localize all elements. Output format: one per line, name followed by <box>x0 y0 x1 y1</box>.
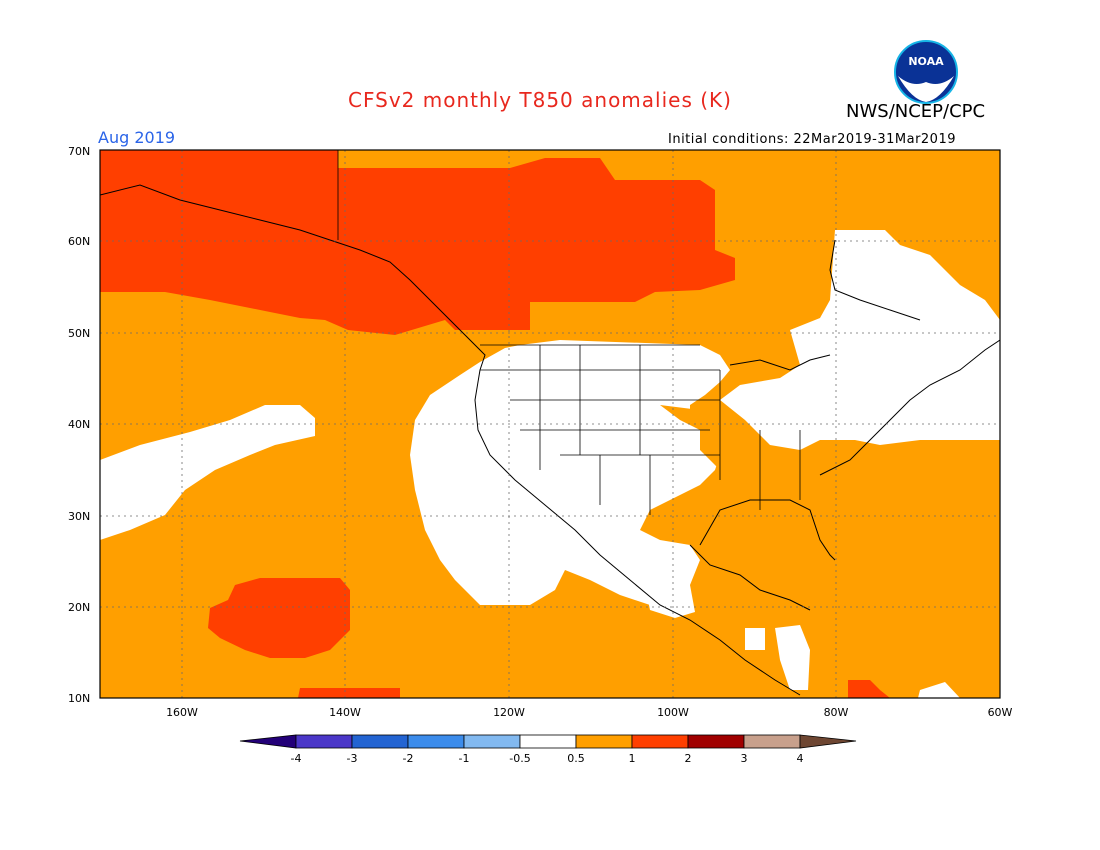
lat-label-70n: 70N <box>68 145 90 158</box>
colorbar-arrow-left <box>239 734 297 749</box>
colorbar-label: 3 <box>741 752 748 765</box>
political-borders <box>337 150 801 515</box>
colorbar-swatch <box>351 734 409 749</box>
colorbar-label: -2 <box>403 752 414 765</box>
colorbar-swatch <box>631 734 689 749</box>
noaa-logo: NOAA <box>894 40 958 104</box>
colorbar-swatch <box>743 734 801 749</box>
colorbar: -4 -3 -2 -1 -0.5 0.5 1 2 3 4 <box>239 734 857 765</box>
colorbar-label: -0.5 <box>509 752 530 765</box>
neutral-region-pacific <box>100 405 315 540</box>
anomaly-region-caribbean <box>848 680 890 698</box>
neutral-region-western-us <box>410 340 730 605</box>
colorbar-swatch <box>463 734 521 749</box>
lon-label-120w: 120W <box>493 706 525 719</box>
agency-label: NWS/NCEP/CPC <box>846 101 986 122</box>
colorbar-label: -4 <box>291 752 302 765</box>
colorbar-label: 0.5 <box>567 752 585 765</box>
lon-label-100w: 100W <box>657 706 689 719</box>
colorbar-swatch <box>519 734 577 749</box>
lat-label-30n: 30N <box>68 510 90 523</box>
map-fill <box>100 150 1000 698</box>
lon-label-60w: 60W <box>988 706 1013 719</box>
neutral-region-northeast <box>720 230 1000 450</box>
lon-label-80w: 80W <box>824 706 849 719</box>
colorbar-label: 1 <box>629 752 636 765</box>
lat-label-40n: 40N <box>68 418 90 431</box>
map-frame <box>99 149 1001 699</box>
neutral-region-small-antilles <box>745 628 765 650</box>
anomaly-region-hawaii <box>208 578 350 658</box>
colorbar-arrow-right <box>799 734 857 749</box>
neutral-region-east-caribbean <box>918 682 960 698</box>
anomaly-region-alaska <box>100 150 735 335</box>
lat-label-60n: 60N <box>68 235 90 248</box>
logo-text: NOAA <box>908 55 944 68</box>
lat-label-10n: 10N <box>68 692 90 705</box>
anomaly-region-plains <box>660 405 760 470</box>
anomaly-region-south-pacific <box>298 688 400 698</box>
neutral-region-mexico <box>640 560 695 618</box>
lat-label-20n: 20N <box>68 601 90 614</box>
colorbar-label: 2 <box>685 752 692 765</box>
lat-lon-grid <box>100 150 1000 698</box>
initial-conditions: Initial conditions: 22Mar2019-31Mar2019 <box>668 132 956 147</box>
colorbar-swatch <box>575 734 633 749</box>
lon-label-140w: 140W <box>329 706 361 719</box>
colorbar-label: -1 <box>459 752 470 765</box>
colorbar-swatch <box>407 734 465 749</box>
colorbar-swatch <box>687 734 745 749</box>
colorbar-swatch <box>295 734 353 749</box>
neutral-region-central-america <box>775 625 810 690</box>
colorbar-label: -3 <box>347 752 358 765</box>
lat-label-50n: 50N <box>68 327 90 340</box>
chart-title: CFSv2 monthly T850 anomalies (K) <box>348 88 732 112</box>
colorbar-label: 4 <box>797 752 804 765</box>
forecast-month: Aug 2019 <box>98 128 176 147</box>
lon-label-160w: 160W <box>166 706 198 719</box>
